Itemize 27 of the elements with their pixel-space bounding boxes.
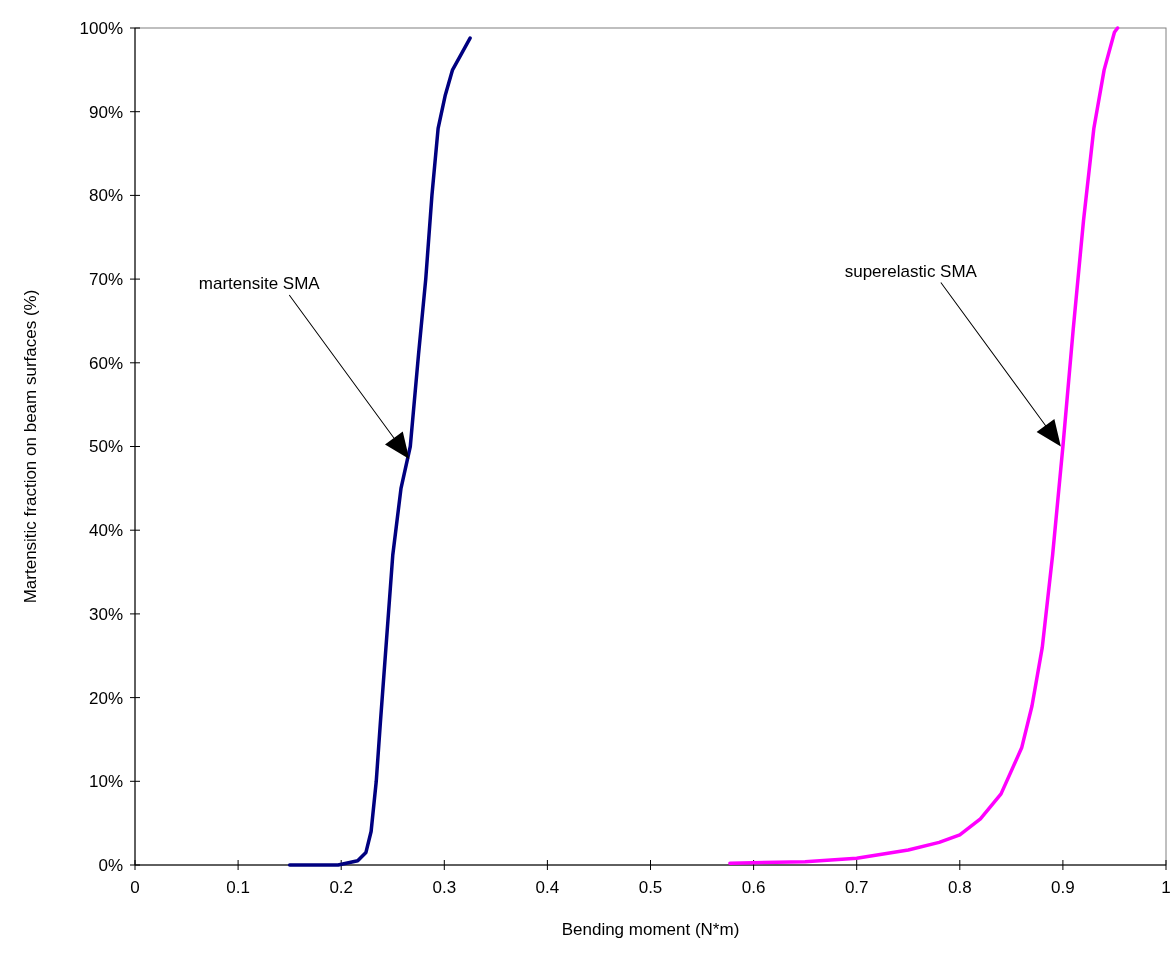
line-series [728,26,1120,866]
x-tick-label: 0 [130,878,140,897]
y-tick-label: 40% [88,521,123,541]
y-tick-label: 80% [88,186,123,206]
y-tick-label: 90% [88,102,123,122]
y-tick-label: 70% [88,270,123,290]
x-tick-label: 0.1 [226,878,250,897]
x-tick-label: 0.2 [329,878,354,897]
x-axis-title: Bending moment (N*m) [561,920,740,939]
y-tick-label: 50% [88,437,123,457]
x-tick-label: 0.8 [947,878,972,897]
y-tick-label: 10% [88,772,123,792]
x-tick-label: 0.6 [741,878,766,897]
x-tick-label: 0.4 [535,878,560,897]
x-tick-label: 0.3 [432,878,457,897]
y-tick-label: 100% [79,18,123,38]
x-tick-label: 0.9 [1051,878,1075,897]
y-tick-label: 20% [88,688,123,708]
annotation: martensite SMA [198,274,321,294]
y-tick-label: 30% [88,604,123,624]
y-tick-label: 0% [98,855,123,875]
annotation: superelastic SMA [844,261,978,281]
x-tick-label: 0.7 [844,878,869,897]
y-axis-title: Martensitic fraction on beam surfaces (%) [21,289,40,604]
x-tick-label: 1 [1161,878,1171,897]
x-tick-label: 0.5 [638,878,663,897]
y-tick-label: 60% [88,353,123,373]
